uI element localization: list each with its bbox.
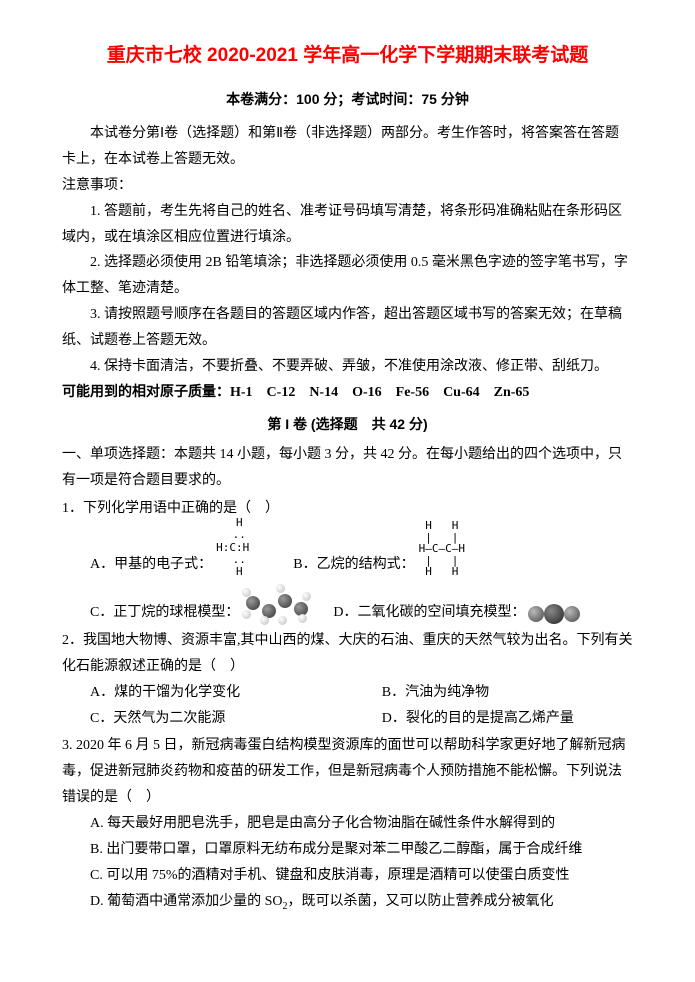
methyl-electron-dot-icon: H .. H:C:H .. H (216, 517, 249, 577)
q1-b-label: B．乙烷的结构式： (293, 552, 414, 578)
q1-option-d: D．二氧化碳的空间填充模型： (333, 600, 583, 626)
q2-option-b: B．汽油为纯净物 (382, 680, 633, 706)
butane-model-icon (242, 580, 314, 626)
q1-c-label: C．正丁烷的球棍模型： (90, 600, 239, 626)
co2-model-icon (528, 604, 580, 626)
question-3: 3. 2020 年 6 月 5 日，新冠病毒蛋白结构模型资源库的面世可以帮助科学… (62, 733, 633, 916)
exam-title: 重庆市七校 2020-2021 学年高一化学下学期期末联考试题 (62, 38, 633, 73)
q2-option-a: A．煤的干馏为化学变化 (62, 680, 382, 706)
q3-stem: 3. 2020 年 6 月 5 日，新冠病毒蛋白结构模型资源库的面世可以帮助科学… (62, 733, 633, 811)
notice-2: 2. 选择题必须使用 2B 铅笔填涂；非选择题必须使用 0.5 毫米黑色字迹的签… (62, 250, 633, 302)
section-1-header: 第 I 卷 (选择题 共 42 分) (62, 412, 633, 438)
notice-header: 注意事项： (62, 173, 633, 199)
ethane-structure-icon: H H | | H—C—C—H | | H H (419, 520, 465, 578)
atomic-mass-line: 可能用到的相对原子质量：H-1 C-12 N-14 O-16 Fe-56 Cu-… (62, 380, 633, 406)
q1-option-a: A．甲基的电子式： H .. H:C:H .. H (90, 517, 253, 577)
q1-d-label: D．二氧化碳的空间填充模型： (333, 600, 525, 626)
exam-subtitle: 本卷满分：100 分；考试时间：75 分钟 (62, 87, 633, 113)
intro-paragraph: 本试卷分第Ⅰ卷（选择题）和第Ⅱ卷（非选择题）两部分。考生作答时，将答案答在答题卡… (62, 121, 633, 173)
q1-a-label: A．甲基的电子式： (90, 552, 212, 578)
q2-stem: 2．我国地大物博、资源丰富,其中山西的煤、大庆的石油、重庆的天然气较为出名。下列… (62, 628, 633, 680)
q2-option-d: D．裂化的目的是提高乙烯产量 (382, 706, 633, 732)
notice-1: 1. 答题前，考生先将自己的姓名、准考证号码填写清楚，将条形码准确粘贴在条形码区… (62, 199, 633, 251)
q2-option-c: C．天然气为二次能源 (62, 706, 382, 732)
question-1: 1．下列化学用语中正确的是（ ） A．甲基的电子式： H .. H:C:H ..… (62, 496, 633, 626)
section-1-desc: 一、单项选择题：本题共 14 小题，每小题 3 分，共 42 分。在每小题给出的… (62, 442, 633, 494)
notice-4: 4. 保持卡面清洁，不要折叠、不要弄破、弄皱，不准使用涂改液、修正带、刮纸刀。 (62, 354, 633, 380)
question-2: 2．我国地大物博、资源丰富,其中山西的煤、大庆的石油、重庆的天然气较为出名。下列… (62, 628, 633, 732)
q3-option-b: B. 出门要带口罩，口罩原料无纺布成分是聚对苯二甲酸乙二醇酯，属于合成纤维 (62, 837, 633, 863)
q1-option-b: B．乙烷的结构式： H H | | H—C—C—H | | H H (293, 520, 469, 578)
q3-option-d: D. 葡萄酒中通常添加少量的 SO2，既可以杀菌，又可以防止营养成分被氧化 (62, 889, 633, 916)
q1-option-c: C．正丁烷的球棍模型： (90, 580, 317, 626)
notice-3: 3. 请按照题号顺序在各题目的答题区域内作答，超出答题区域书写的答案无效；在草稿… (62, 302, 633, 354)
q3-option-a: A. 每天最好用肥皂洗手，肥皂是由高分子化合物油脂在碱性条件水解得到的 (62, 811, 633, 837)
q3-option-c: C. 可以用 75%的酒精对手机、键盘和皮肤消毒，原理是酒精可以使蛋白质变性 (62, 863, 633, 889)
